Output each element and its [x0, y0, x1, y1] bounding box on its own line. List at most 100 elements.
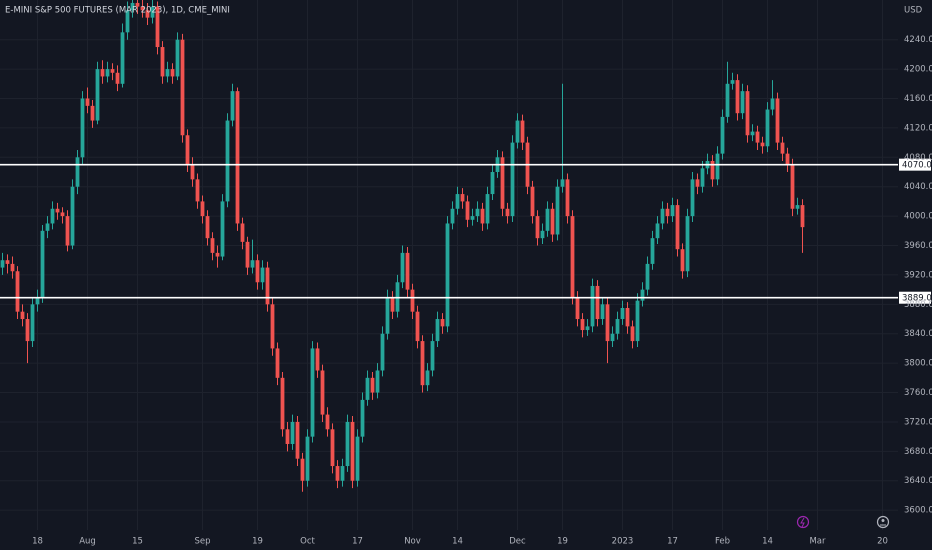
event-icon[interactable]: [876, 515, 890, 529]
level-layer: 4070.00 3889.00: [0, 158, 932, 304]
candle-body: [465, 201, 470, 220]
candle-body: [230, 91, 235, 121]
candle-body: [410, 289, 415, 312]
candle-body: [30, 304, 35, 342]
candle-body: [650, 238, 655, 264]
chart-title: E-MINI S&P 500 FUTURES (MAR 2023), 1D, C…: [5, 6, 230, 16]
candle-body: [265, 267, 270, 305]
candle-body: [360, 399, 365, 437]
candle-body: [680, 249, 685, 272]
candle-body: [700, 168, 705, 187]
candle-body: [160, 47, 165, 77]
x-tick-label: 14: [762, 537, 773, 547]
candle-body: [785, 153, 790, 165]
y-tick-label: 3800.00: [904, 359, 932, 369]
candle-body: [655, 223, 660, 239]
candle-body: [560, 179, 565, 187]
y-tick-label: 3600.00: [904, 506, 932, 516]
candle-body: [695, 179, 700, 187]
candle-body: [285, 429, 290, 444]
candle-body: [485, 194, 490, 224]
candle-body: [25, 319, 30, 342]
x-tick-label: 19: [557, 537, 568, 547]
candle-body: [305, 436, 310, 481]
candle-body: [335, 466, 340, 481]
y-tick-label: 3680.00: [904, 447, 932, 457]
candle-body: [765, 109, 770, 147]
x-tick-label: 20: [877, 537, 888, 547]
candle-body: [80, 98, 85, 158]
candle-body: [260, 267, 265, 283]
candle-body: [420, 341, 425, 386]
candle-body: [315, 348, 320, 371]
candle-body: [460, 194, 465, 202]
candle-body: [310, 348, 315, 437]
candle-body: [550, 208, 555, 235]
price-level-label: 3889.00: [902, 294, 932, 304]
candle-body: [275, 348, 280, 378]
candle-body: [455, 194, 460, 209]
candle-body: [320, 370, 325, 415]
y-tick-label: 4000.00: [904, 212, 932, 222]
candle-body: [240, 223, 245, 242]
candle-body: [0, 260, 5, 268]
candle-body: [585, 326, 590, 331]
y-tick-label: 3880.00: [904, 300, 932, 310]
candle-body: [615, 319, 620, 334]
alert-icon[interactable]: [796, 515, 810, 529]
candle-body: [800, 205, 805, 228]
y-tick-label: 3720.00: [904, 417, 932, 427]
y-tick-label: 4040.00: [904, 182, 932, 192]
x-tick-label: 18: [32, 537, 43, 547]
candle-body: [65, 216, 70, 246]
candle-body: [505, 208, 510, 217]
y-tick-label: 4160.00: [904, 94, 932, 104]
candle-body: [625, 308, 630, 327]
candle-body: [35, 296, 40, 305]
candle-body: [755, 131, 760, 143]
candle-body: [370, 377, 375, 393]
candle-body: [115, 72, 120, 84]
candle-body: [440, 319, 445, 327]
candle-body: [555, 186, 560, 235]
candle-body: [415, 311, 420, 342]
candle-body: [425, 370, 430, 386]
y-tick-label: 4240.00: [904, 35, 932, 45]
candle-body: [610, 333, 615, 342]
candle-body: [250, 260, 255, 268]
candle-body: [355, 436, 360, 481]
x-tick-label: Sep: [194, 537, 210, 547]
candle-body: [645, 263, 650, 290]
candle-body: [235, 91, 240, 224]
candle-body: [390, 296, 395, 312]
candle-body: [130, 2, 135, 11]
candle-body: [500, 157, 505, 209]
candle-body: [350, 421, 355, 481]
candle-body: [490, 172, 495, 195]
candle-body: [565, 179, 570, 217]
y-tick-label: 3960.00: [904, 241, 932, 251]
candle-body: [790, 164, 795, 209]
x-tick-label: Aug: [79, 537, 96, 547]
candle-body: [605, 304, 610, 342]
candle-body: [145, 10, 150, 18]
candle-body: [535, 216, 540, 239]
candle-body: [330, 429, 335, 467]
candle-body: [630, 326, 635, 342]
x-tick-label: 17: [667, 537, 678, 547]
candle-body: [105, 69, 110, 77]
candle-body: [545, 208, 550, 231]
candle-body: [450, 208, 455, 224]
candle-body: [620, 308, 625, 320]
candle-body: [345, 421, 350, 467]
candle-body: [635, 300, 640, 342]
axis-layer: 3600.00 3640.00 3680.00 3720.00 3760.00 3800.…: [32, 35, 932, 546]
candle-body: [100, 69, 105, 77]
candle-body: [325, 414, 330, 430]
candle-body: [795, 205, 800, 209]
candle-body: [45, 223, 50, 231]
candle-body: [50, 208, 55, 224]
candle-body: [380, 333, 385, 371]
candle-body: [365, 377, 370, 400]
